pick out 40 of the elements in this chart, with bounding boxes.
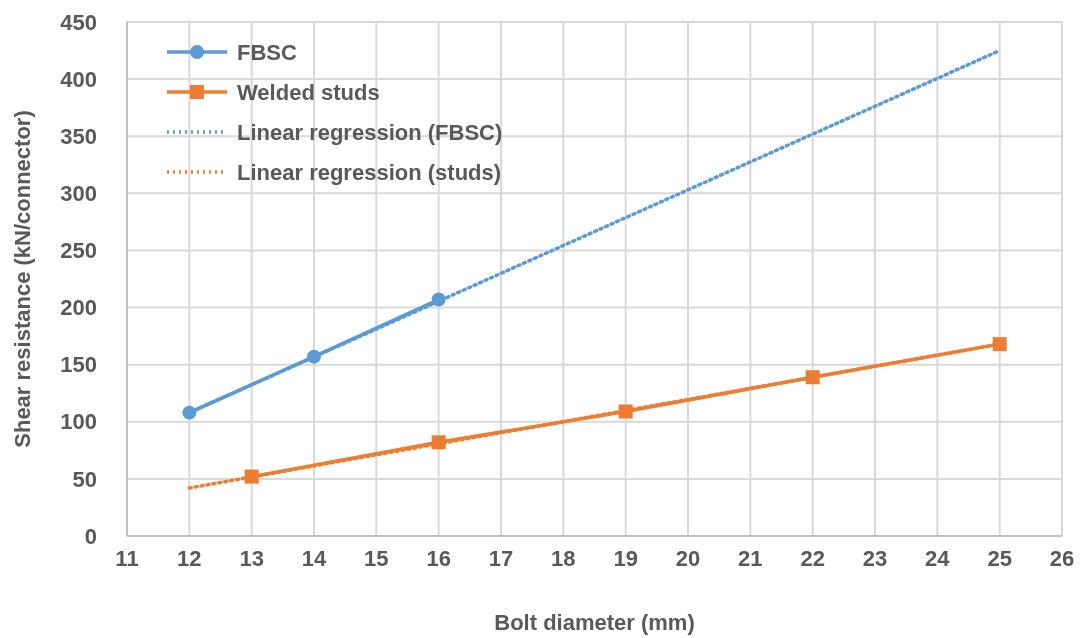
x-tick-label: 21: [738, 546, 763, 571]
y-tick-label: 150: [60, 352, 97, 378]
point: [307, 349, 321, 364]
y-tick-label: 100: [60, 409, 97, 435]
legend-label: Welded studs: [237, 79, 380, 105]
y-tick-label: 200: [60, 295, 97, 321]
x-tick-label: 26: [1049, 546, 1075, 571]
x-tick-label: 19: [613, 546, 638, 571]
x-tick-label: 12: [177, 546, 202, 571]
legend-label: Linear regression (FBSC): [237, 119, 503, 145]
x-tick-label: 15: [364, 546, 389, 571]
x-tick-label: 11: [115, 546, 139, 571]
y-axis-title: Shear resistance (kN/connector): [10, 110, 35, 448]
point: [431, 292, 446, 307]
x-axis-title: Bolt diameter (mm): [494, 610, 695, 635]
x-tick-label: 20: [675, 546, 701, 571]
point: [992, 337, 1007, 352]
x-tick-label: 17: [488, 546, 514, 571]
point: [805, 370, 820, 385]
point: [244, 469, 259, 484]
point: [618, 404, 633, 419]
legend-label: FBSC: [237, 39, 297, 65]
y-tick-label: 450: [60, 9, 97, 35]
x-tick-label: 23: [862, 546, 888, 571]
point: [431, 435, 446, 450]
y-tick-label: 0: [84, 523, 97, 549]
y-tick-label: 50: [72, 466, 97, 492]
x-tick-label: 16: [426, 546, 451, 571]
y-tick-label: 400: [60, 66, 97, 92]
x-tick-label: 18: [551, 546, 576, 571]
y-tick-label: 250: [60, 238, 97, 264]
x-tick-label: 22: [800, 546, 825, 571]
y-tick-label: 300: [60, 181, 97, 207]
y-tick-label: 350: [60, 123, 97, 149]
x-tick-label: 13: [239, 546, 264, 571]
x-tick-label: 14: [301, 546, 327, 571]
x-tick-label: 24: [925, 546, 951, 571]
point: [182, 405, 197, 420]
legend-label: Linear regression (studs): [237, 159, 502, 185]
x-tick-label: 25: [987, 546, 1012, 571]
